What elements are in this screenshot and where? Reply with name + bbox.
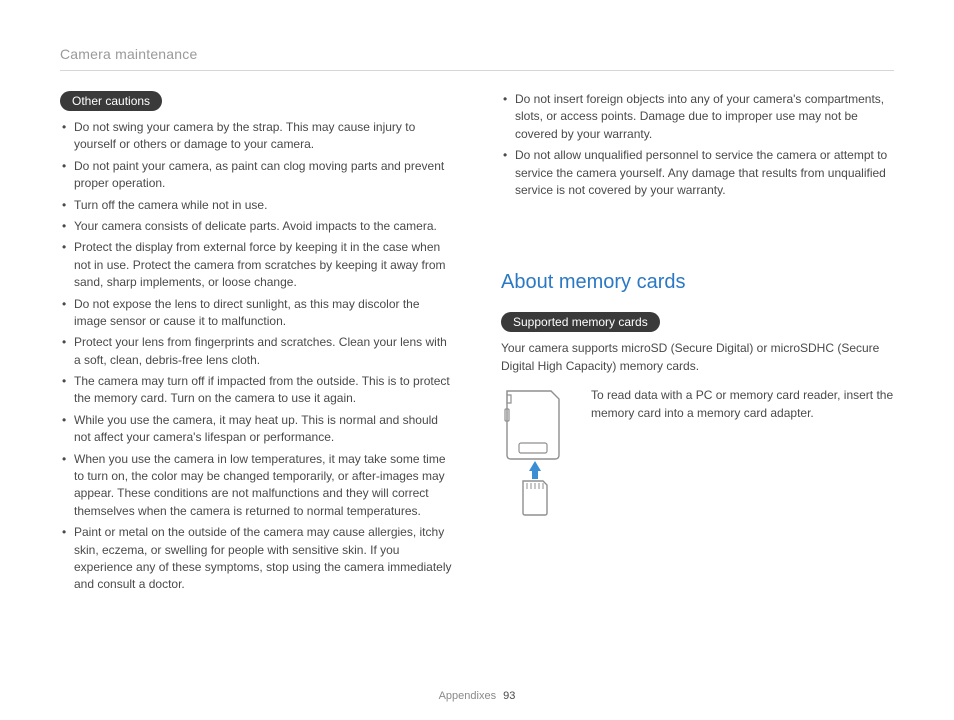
- list-item: Turn off the camera while not in use.: [62, 197, 453, 214]
- adapter-illustration-row: To read data with a PC or memory card re…: [501, 387, 894, 517]
- adapter-instruction-text: To read data with a PC or memory card re…: [591, 387, 894, 422]
- list-item: Do not allow unqualified personnel to se…: [503, 147, 894, 199]
- supported-memory-cards-pill: Supported memory cards: [501, 312, 660, 332]
- list-item: The camera may turn off if impacted from…: [62, 373, 453, 408]
- page-number: 93: [503, 690, 515, 702]
- list-item: When you use the camera in low temperatu…: [62, 451, 453, 521]
- columns: Other cautions Do not swing your camera …: [60, 91, 894, 598]
- left-column: Other cautions Do not swing your camera …: [60, 91, 453, 598]
- footer: Appendixes 93: [0, 690, 954, 702]
- page-title: Camera maintenance: [60, 46, 894, 62]
- list-item: Your camera consists of delicate parts. …: [62, 218, 453, 235]
- list-item: Do not insert foreign objects into any o…: [503, 91, 894, 143]
- list-item: Do not paint your camera, as paint can c…: [62, 158, 453, 193]
- page-container: Camera maintenance Other cautions Do not…: [0, 0, 954, 598]
- memory-card-adapter-icon: [501, 387, 573, 517]
- footer-label: Appendixes: [439, 690, 497, 702]
- other-cautions-list: Do not swing your camera by the strap. T…: [60, 119, 453, 594]
- list-item: While you use the camera, it may heat up…: [62, 412, 453, 447]
- right-column: Do not insert foreign objects into any o…: [501, 91, 894, 598]
- list-item: Do not swing your camera by the strap. T…: [62, 119, 453, 154]
- list-item: Protect your lens from fingerprints and …: [62, 334, 453, 369]
- divider: [60, 70, 894, 71]
- list-item: Paint or metal on the outside of the cam…: [62, 524, 453, 594]
- list-item: Protect the display from external force …: [62, 239, 453, 291]
- about-memory-cards-heading: About memory cards: [501, 271, 894, 294]
- other-cautions-pill: Other cautions: [60, 91, 162, 111]
- supported-memory-cards-body: Your camera supports microSD (Secure Dig…: [501, 340, 894, 375]
- list-item: Do not expose the lens to direct sunligh…: [62, 296, 453, 331]
- right-top-list: Do not insert foreign objects into any o…: [501, 91, 894, 199]
